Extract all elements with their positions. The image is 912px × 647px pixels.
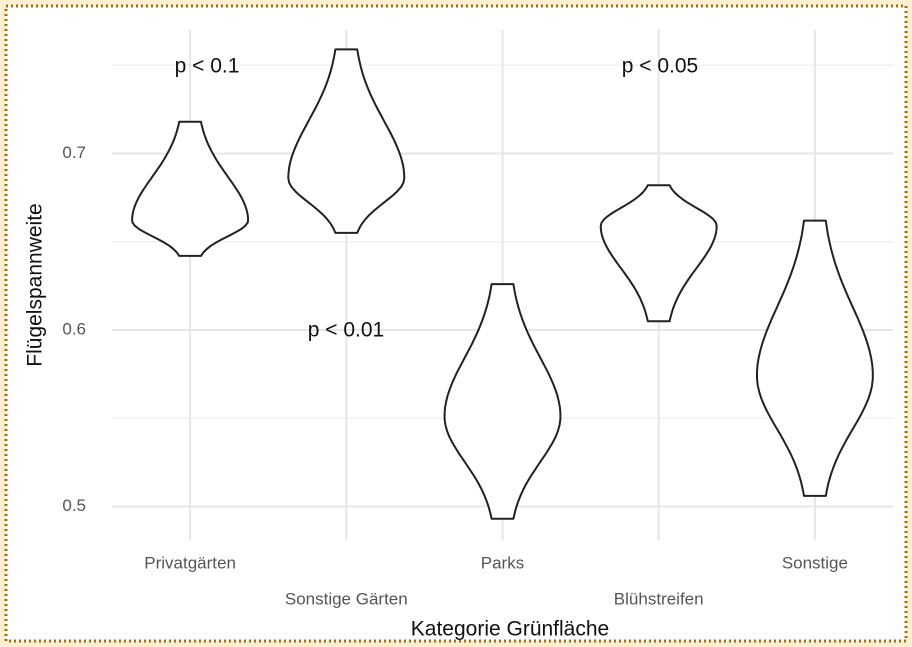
- violin: [287, 48, 406, 234]
- x-tick-label: Blühstreifen: [614, 589, 704, 608]
- frame: [4, 4, 908, 643]
- x-tick-label: Sonstige: [782, 553, 848, 572]
- annotation: p < 0.1: [175, 55, 240, 78]
- y-tick-label: 0.6: [62, 319, 86, 338]
- violin: [756, 219, 874, 497]
- y-tick-label: 0.5: [62, 496, 86, 515]
- x-tick-label: Parks: [481, 553, 524, 572]
- y-axis-title: Flügelspannweite: [24, 203, 47, 366]
- violin: [443, 283, 562, 520]
- violin: [599, 184, 718, 323]
- x-tick-label: Privatgärten: [144, 553, 236, 572]
- x-axis-title: Kategorie Grünfläche: [411, 618, 609, 641]
- y-tick-label: 0.7: [62, 143, 86, 162]
- annotation: p < 0.01: [308, 319, 384, 342]
- x-tick-label: Sonstige Gärten: [285, 589, 408, 608]
- violin: [131, 120, 250, 257]
- annotation: p < 0.05: [622, 55, 698, 78]
